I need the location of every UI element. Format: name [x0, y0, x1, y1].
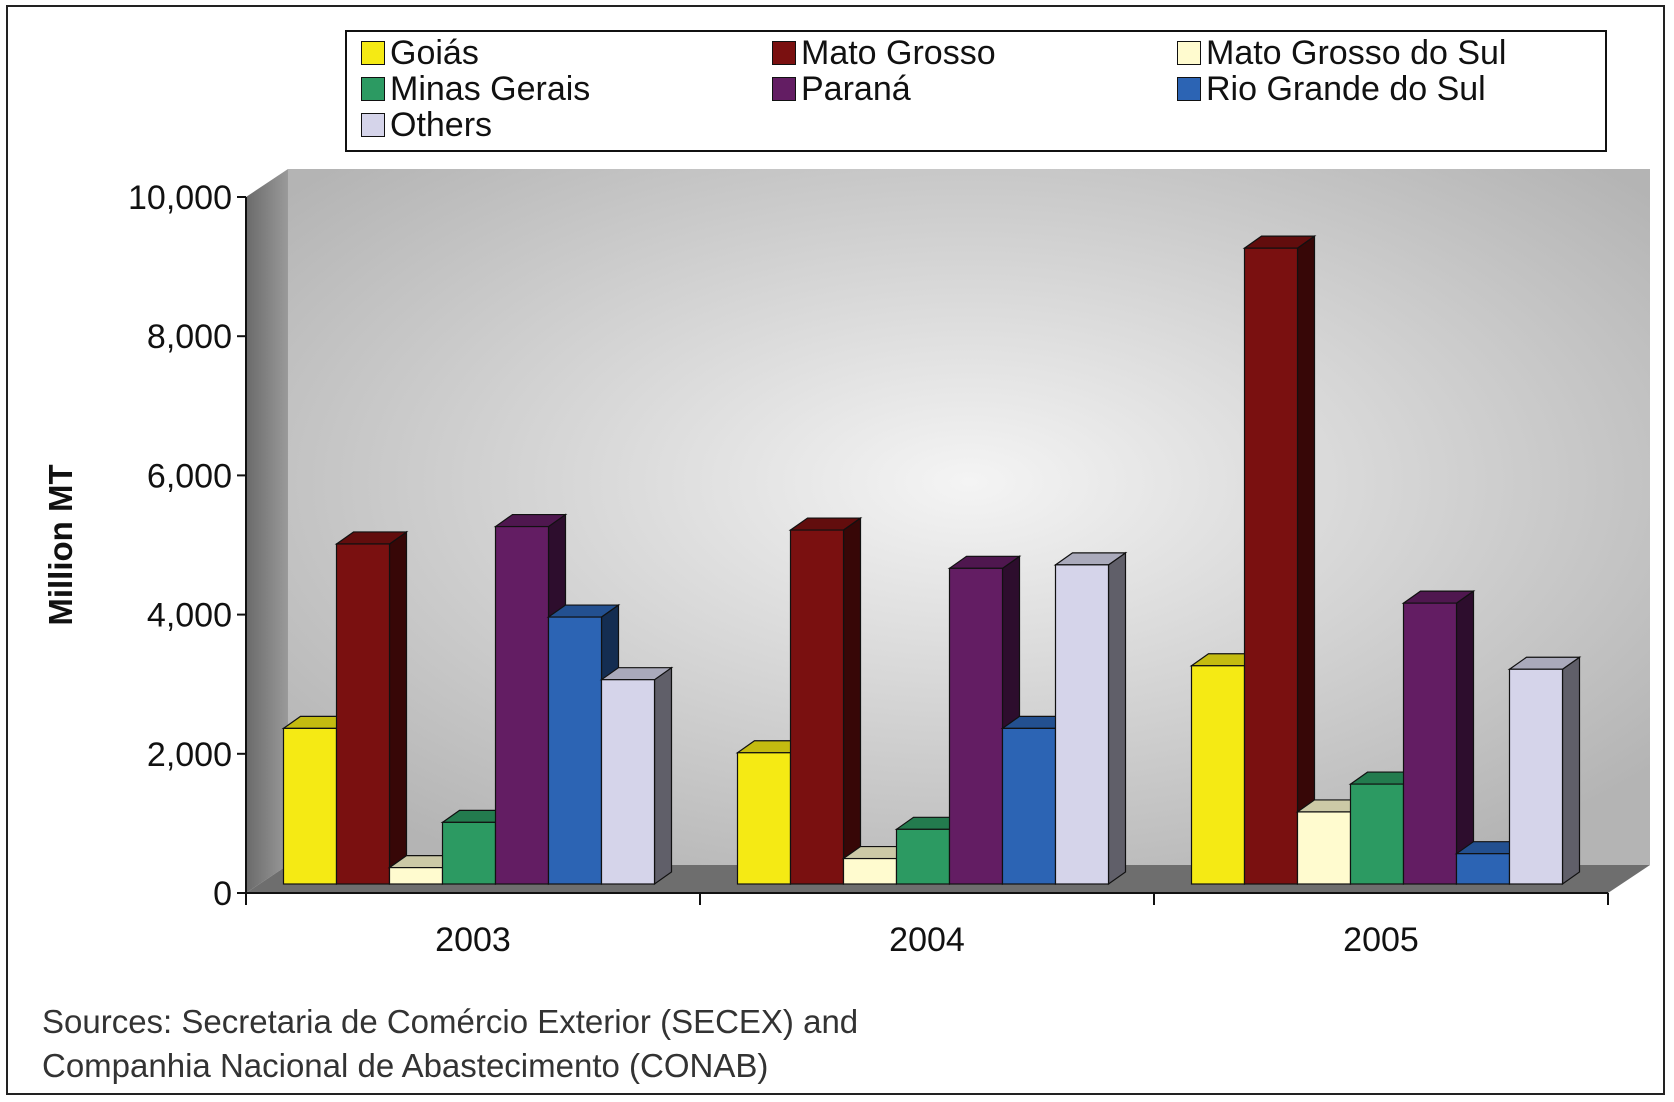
bar-front	[1001, 727, 1057, 885]
bar-front	[842, 857, 898, 885]
bar-front	[388, 866, 444, 885]
y-tick-label: 0	[213, 875, 232, 913]
y-tick-label: 8,000	[147, 318, 232, 356]
bar-front	[1455, 853, 1511, 885]
legend-item: Others	[361, 107, 492, 143]
legend-label: Mato Grosso do Sul	[1206, 34, 1507, 72]
legend-swatch	[361, 113, 385, 138]
bar-front	[736, 752, 792, 885]
source-note: Sources: Secretaria de Comércio Exterior…	[42, 1000, 1142, 1088]
y-tick-label: 6,000	[147, 457, 232, 495]
y-tick-label: 2,000	[147, 736, 232, 774]
x-tick-label: 2004	[889, 921, 965, 959]
legend-item: Rio Grande do Sul	[1177, 71, 1486, 107]
legend-label: Paraná	[801, 70, 911, 108]
x-tick-label: 2003	[435, 921, 511, 959]
legend-item: Paraná	[772, 71, 911, 107]
legend-item: Minas Gerais	[361, 71, 590, 107]
bar-side	[653, 666, 673, 886]
source-line-1: Sources: Secretaria de Comércio Exterior…	[42, 1003, 859, 1040]
legend-swatch	[772, 41, 796, 66]
legend-label: Rio Grande do Sul	[1206, 70, 1486, 108]
bar-side	[1455, 589, 1475, 886]
source-line-2: Companhia Nacional de Abastecimento (CON…	[42, 1047, 769, 1084]
bar-side	[1561, 656, 1581, 886]
legend-swatch	[1177, 41, 1201, 66]
legend-swatch	[361, 77, 385, 102]
legend-item: Mato Grosso do Sul	[1177, 35, 1506, 71]
bar-front	[547, 616, 603, 885]
bar-side	[1107, 551, 1127, 886]
bar-others-2005	[1507, 656, 1582, 886]
bar-side	[842, 516, 862, 886]
bar-side	[388, 530, 408, 886]
bar-mato-grosso-2003	[334, 530, 409, 886]
bar-front	[1349, 783, 1405, 885]
legend-item: Goiás	[361, 35, 479, 71]
bar-front	[1054, 564, 1110, 885]
bar-front	[1190, 665, 1246, 885]
bar-front	[600, 679, 656, 885]
chart-axes	[237, 196, 1609, 905]
legend-label: Others	[390, 106, 493, 144]
legend-swatch	[1177, 77, 1201, 102]
bar-paran--2005	[1401, 589, 1476, 886]
legend-swatch	[361, 41, 385, 66]
chart-labels: 0 2,000 4,000 6,000 8,000 10,000 2003 2004 2005 M…	[42, 179, 1419, 959]
x-tick-label: 2005	[1343, 921, 1419, 959]
bar-front	[948, 567, 1004, 885]
bar-mato-grosso-2005	[1242, 235, 1317, 886]
legend-label: Goiás	[390, 34, 479, 72]
bar-front	[1243, 247, 1299, 885]
legend-swatch	[772, 77, 796, 102]
bar-front	[1508, 668, 1564, 885]
bar-side	[1296, 235, 1316, 886]
bar-front	[1296, 811, 1352, 885]
bar-others-2004	[1053, 551, 1128, 886]
y-tick-label: 4,000	[147, 597, 232, 635]
side-wall	[246, 169, 288, 893]
legend-item: Mato Grosso	[772, 35, 996, 71]
bar-front	[895, 828, 951, 885]
legend-label: Mato Grosso	[801, 34, 996, 72]
bar-front	[441, 821, 497, 885]
y-axis-title: Million MT	[42, 464, 79, 625]
chart-bars	[281, 235, 1582, 886]
bar-front	[282, 727, 338, 885]
legend: Goiás Mato Grosso Mato Grosso do Sul Minas …	[345, 30, 1607, 152]
y-tick-label: 10,000	[128, 179, 232, 217]
bar-others-2003	[599, 666, 674, 886]
bar-front	[789, 529, 845, 885]
legend-label: Minas Gerais	[390, 70, 591, 108]
bar-mato-grosso-2004	[788, 516, 863, 886]
bar-front	[335, 543, 391, 885]
bar-front	[1402, 602, 1458, 885]
bar-front	[494, 525, 550, 885]
